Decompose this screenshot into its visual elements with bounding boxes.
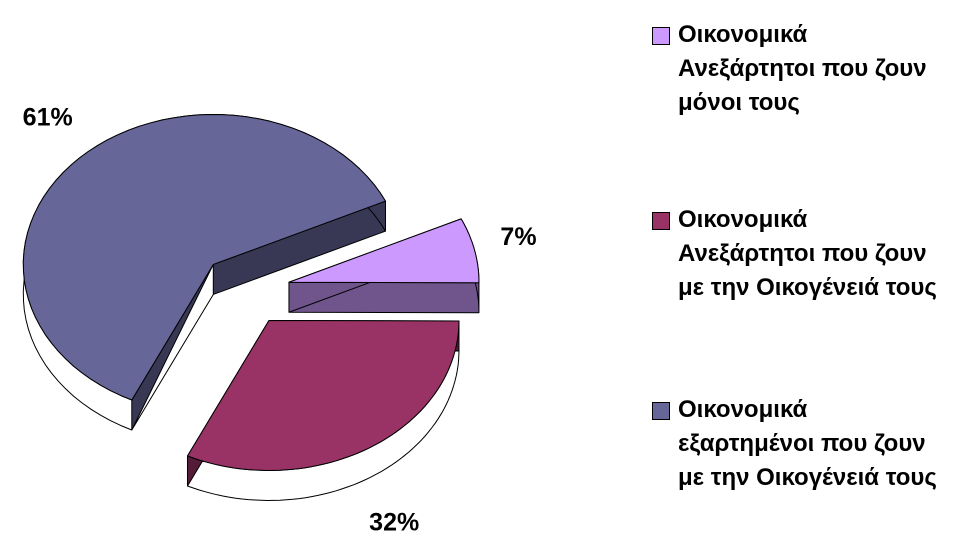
legend-item: Οικονομικά Ανεξάρτητοι που ζουν μόνοι το… (650, 18, 955, 120)
legend-swatch (652, 27, 670, 45)
legend-label: Οικονομικά εξαρτημένοι που ζουν με την Ο… (678, 396, 937, 491)
slice (187, 319, 460, 471)
slice (22, 114, 386, 401)
slice (288, 218, 480, 284)
legend-swatch (652, 402, 670, 420)
data-label: 32% (369, 509, 419, 537)
legend-label: Οικονομικά Ανεξάρτητοι που ζουν μόνοι το… (678, 21, 927, 116)
legend-swatch (652, 212, 670, 230)
legend-label: Οικονομικά Ανεξάρτητοι που ζουν με την Ο… (678, 206, 937, 301)
legend-item: Οικονομικά εξαρτημένοι που ζουν με την Ο… (650, 393, 955, 495)
data-label: 7% (500, 223, 536, 251)
legend-item: Οικονομικά Ανεξάρτητοι που ζουν με την Ο… (650, 203, 955, 305)
data-label: 61% (23, 104, 73, 132)
